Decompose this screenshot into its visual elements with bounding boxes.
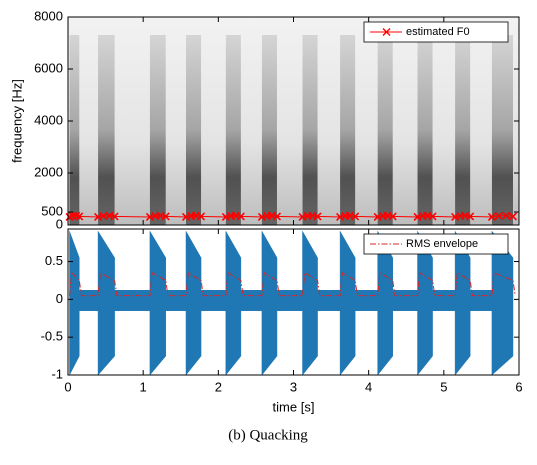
spectrogram-band bbox=[186, 35, 202, 225]
spectrogram-band bbox=[302, 35, 318, 225]
x-tick-label: 1 bbox=[140, 379, 147, 394]
x-tick-label: 6 bbox=[515, 379, 522, 394]
series-line bbox=[69, 215, 514, 218]
y-tick-label: 8000 bbox=[34, 8, 63, 23]
y-tick-label: -0.5 bbox=[41, 329, 63, 344]
spectrogram-band bbox=[98, 35, 115, 225]
f0-marker bbox=[272, 212, 282, 221]
x-tick-label: 4 bbox=[365, 379, 372, 394]
f0-marker bbox=[236, 212, 245, 221]
y-tick-label: 0 bbox=[56, 291, 63, 306]
f0-marker bbox=[196, 212, 206, 221]
x-tick-label: 3 bbox=[290, 379, 297, 394]
f0-marker bbox=[75, 212, 84, 221]
x-tick-label: 0 bbox=[64, 379, 71, 394]
x-axis-label: time [s] bbox=[273, 399, 315, 414]
spectrogram-band bbox=[491, 35, 513, 225]
f0-marker bbox=[161, 212, 170, 221]
spectrogram-band bbox=[340, 35, 356, 225]
spectrogram-band bbox=[417, 35, 433, 225]
y-axis-label: frequency [Hz] bbox=[9, 79, 24, 163]
legend-box bbox=[363, 21, 509, 43]
y-tick-label: 2000 bbox=[34, 164, 63, 179]
f0-marker bbox=[388, 212, 397, 221]
legend-box bbox=[363, 233, 509, 255]
spectrogram-band bbox=[225, 35, 241, 225]
f0-marker bbox=[428, 212, 437, 221]
y-tick-label: 0 bbox=[56, 216, 63, 231]
spectrogram-band bbox=[149, 35, 166, 225]
legend-marker bbox=[382, 28, 391, 36]
series-line bbox=[69, 271, 516, 297]
f0-marker bbox=[502, 211, 511, 220]
f0-marker bbox=[487, 212, 497, 222]
legend-label: RMS envelope bbox=[406, 238, 478, 250]
f0-marker bbox=[110, 212, 119, 221]
y-tick-label: -1 bbox=[51, 366, 63, 381]
spectrogram-band bbox=[261, 35, 277, 225]
spectrogram-background bbox=[68, 17, 519, 225]
waveform bbox=[69, 230, 514, 376]
x-tick-label: 5 bbox=[440, 379, 447, 394]
spectrogram-band bbox=[455, 35, 471, 225]
f0-marker bbox=[351, 212, 360, 221]
spectrogram-band bbox=[69, 35, 80, 225]
y-tick-label: 6000 bbox=[34, 60, 63, 75]
x-tick-label: 2 bbox=[215, 379, 222, 394]
caption: (b) Quacking bbox=[228, 427, 308, 443]
y-tick-label: 0.5 bbox=[45, 253, 63, 268]
legend-label: estimated F0 bbox=[406, 26, 470, 38]
y-tick-label: 500 bbox=[41, 203, 63, 218]
f0-marker bbox=[494, 211, 503, 220]
f0-marker bbox=[313, 212, 322, 221]
f0-marker bbox=[466, 212, 475, 221]
y-tick-label: 4000 bbox=[34, 112, 63, 127]
spectrogram-band bbox=[377, 35, 393, 225]
f0-marker bbox=[508, 212, 518, 221]
